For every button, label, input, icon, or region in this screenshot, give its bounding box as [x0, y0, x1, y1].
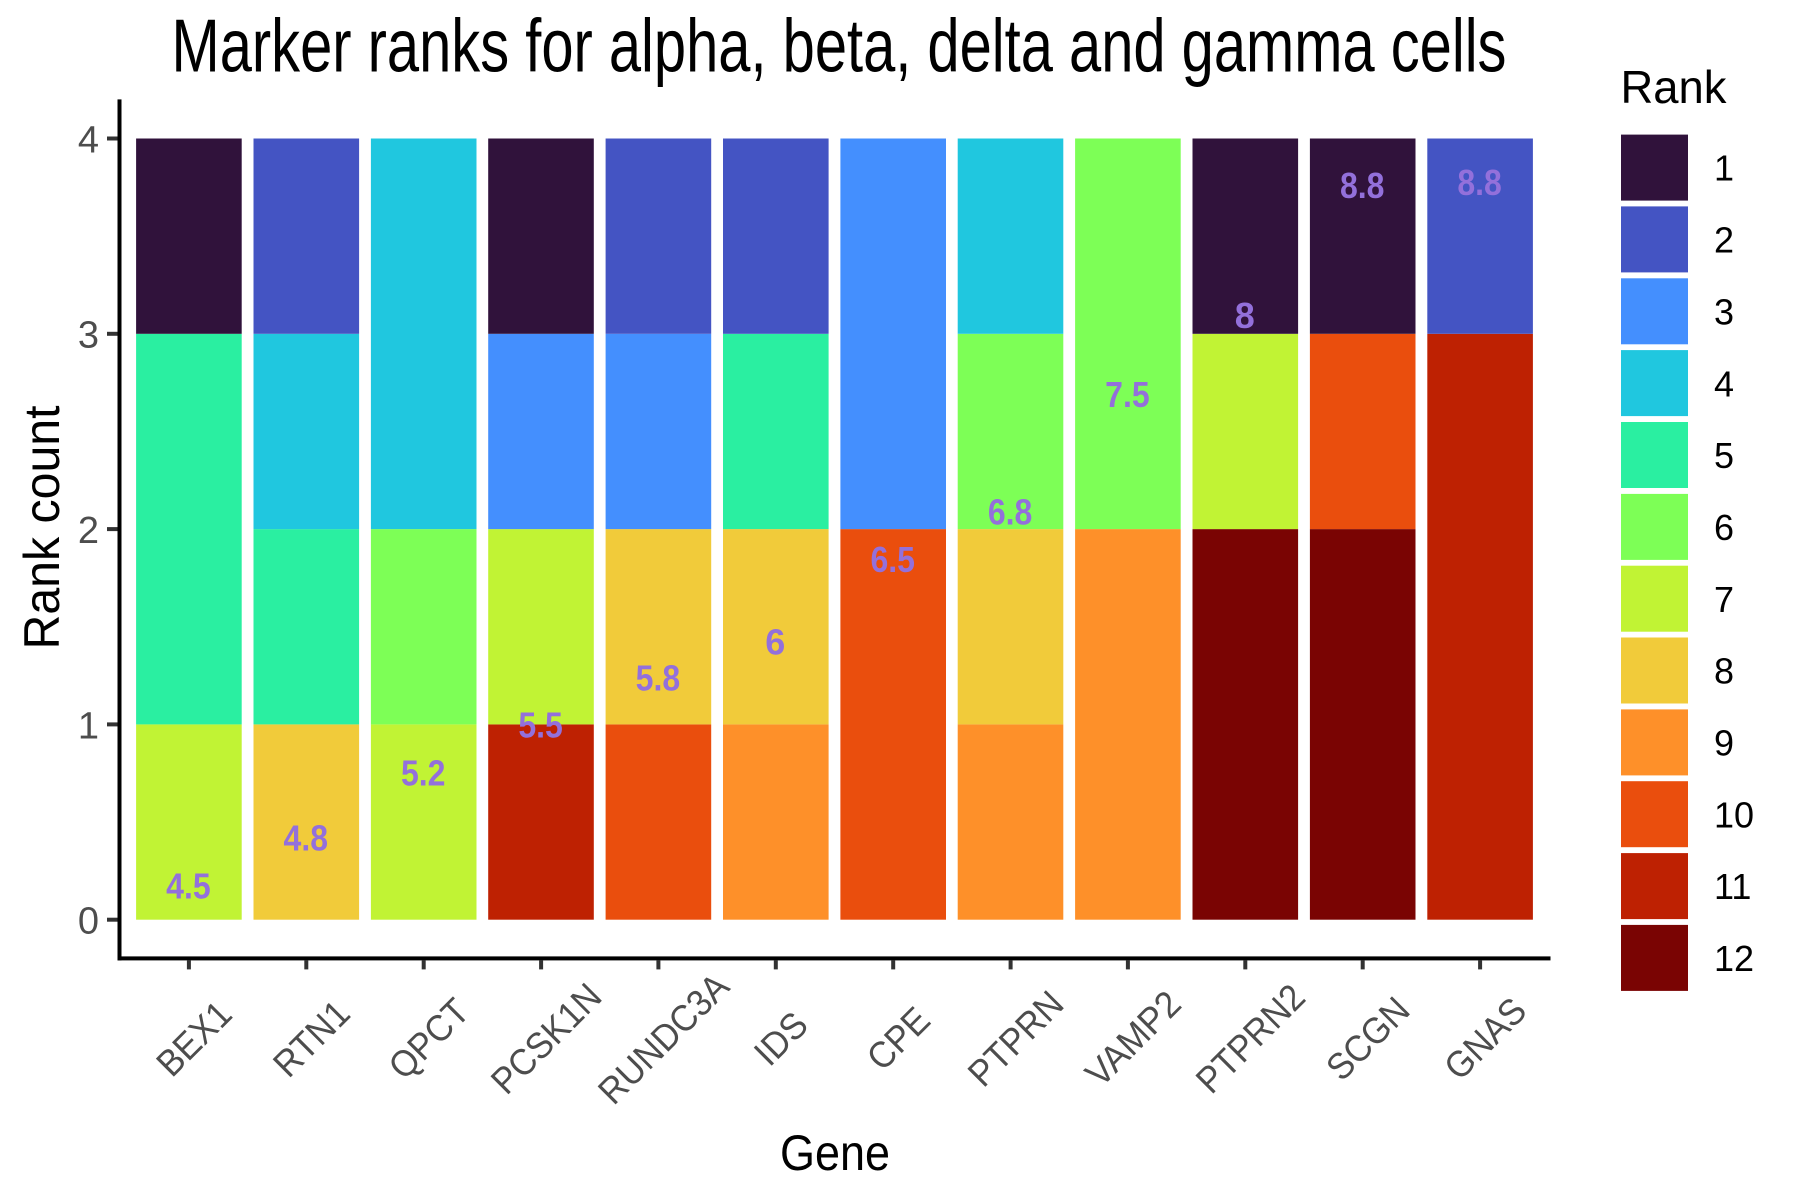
svg-text:Rank count: Rank count	[14, 405, 70, 649]
svg-text:4.5: 4.5	[166, 866, 211, 907]
svg-text:4.8: 4.8	[284, 818, 329, 859]
svg-text:11: 11	[1714, 866, 1751, 907]
svg-text:7.5: 7.5	[1105, 374, 1150, 415]
svg-text:0: 0	[78, 901, 99, 943]
svg-text:2: 2	[1714, 220, 1734, 261]
svg-text:12: 12	[1714, 938, 1754, 979]
svg-text:3: 3	[78, 315, 99, 357]
svg-text:5.5: 5.5	[518, 704, 563, 745]
svg-text:6.5: 6.5	[870, 539, 915, 580]
svg-text:9: 9	[1714, 723, 1734, 764]
svg-text:8: 8	[1235, 295, 1255, 336]
svg-text:3: 3	[1714, 291, 1734, 332]
svg-text:10: 10	[1714, 794, 1754, 835]
svg-text:5.8: 5.8	[636, 657, 681, 698]
svg-text:Marker ranks for alpha, beta,: Marker ranks for alpha, beta, delta and …	[172, 4, 1507, 88]
svg-text:1: 1	[1714, 148, 1734, 189]
svg-text:8.8: 8.8	[1340, 165, 1385, 206]
svg-text:1: 1	[78, 705, 99, 747]
svg-text:6: 6	[765, 622, 785, 663]
svg-text:5.2: 5.2	[401, 753, 446, 794]
svg-text:4: 4	[78, 119, 99, 161]
svg-text:2: 2	[78, 510, 99, 552]
svg-text:8.8: 8.8	[1457, 162, 1502, 203]
svg-text:8: 8	[1714, 651, 1734, 692]
svg-text:7: 7	[1714, 579, 1734, 620]
svg-text:6.8: 6.8	[988, 491, 1033, 532]
svg-text:Gene: Gene	[780, 1125, 890, 1181]
svg-text:5: 5	[1714, 435, 1734, 476]
svg-text:6: 6	[1714, 507, 1734, 548]
svg-text:4: 4	[1714, 363, 1734, 404]
svg-text:Rank: Rank	[1621, 61, 1728, 113]
